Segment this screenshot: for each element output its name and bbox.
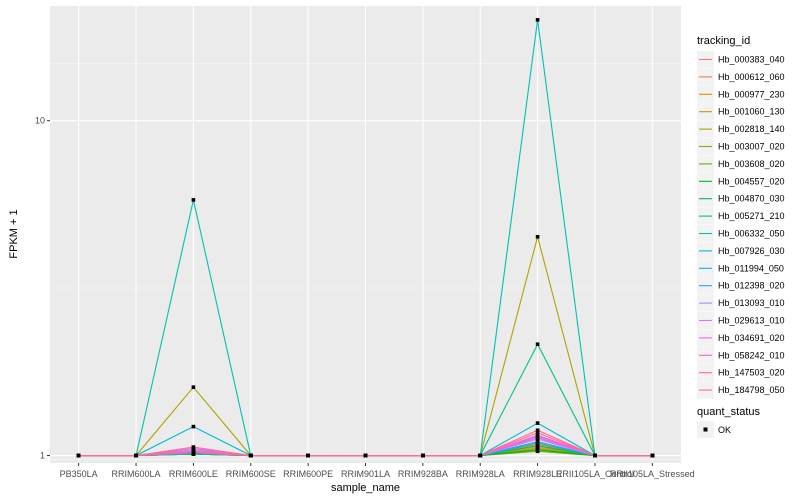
- grid-lines: [50, 6, 681, 463]
- legend-label: Hb_013093_010: [718, 298, 785, 308]
- y-tick-label: 1: [40, 451, 45, 461]
- legend-items: Hb_000383_040 Hb_000612_060 Hb_000977_230 H…: [697, 51, 785, 399]
- legend-label: Hb_011994_050: [718, 263, 784, 273]
- legend-label: Hb_006332_050: [718, 229, 785, 239]
- data-point: [191, 424, 196, 429]
- y-axis-title: FPKM + 1: [8, 209, 20, 258]
- legend-label: Hb_000612_060: [718, 72, 785, 82]
- x-axis-ticks: PB350LA RRIM600LA RRIM600LE RRIM600SE RRIM60…: [60, 463, 695, 479]
- legend-shape-marker: [703, 427, 708, 432]
- legend-shape-label: OK: [718, 425, 731, 435]
- x-tick-label: RRIM600SE: [226, 469, 276, 479]
- legend-label: Hb_000383_040: [718, 55, 785, 65]
- data-point: [306, 453, 310, 458]
- legend-label: Hb_007926_030: [718, 246, 785, 256]
- legend-label: Hb_001060_130: [718, 107, 785, 117]
- legend-label: Hb_003608_020: [718, 159, 785, 169]
- data-point: [363, 453, 368, 458]
- data-point: [191, 385, 196, 389]
- data-point: [650, 453, 655, 458]
- data-point: [535, 434, 540, 439]
- x-tick-label: RRII105LA_Control: [556, 469, 634, 479]
- legend-label: Hb_184798_050: [718, 385, 785, 395]
- legend-shape-title: quant_status: [697, 406, 760, 418]
- data-point: [191, 198, 196, 202]
- x-tick-label: RRIM928LE: [513, 469, 562, 479]
- data-point: [535, 439, 540, 444]
- data-point: [134, 453, 138, 458]
- data-point: [421, 453, 425, 458]
- x-tick-label: PB350LA: [60, 469, 98, 479]
- legend-label: Hb_147503_020: [718, 368, 785, 378]
- legend-label: Hb_004557_020: [718, 176, 785, 186]
- legend: tracking_id Hb_000383_040Hb_000612_060Hb…: [697, 35, 785, 438]
- data-point: [535, 421, 540, 425]
- legend-label: Hb_058242_010: [718, 350, 785, 360]
- x-tick-label: RRIM928BA: [398, 469, 448, 479]
- data-point: [535, 443, 540, 448]
- legend-label: Hb_029613_010: [718, 316, 785, 326]
- legend-label: Hb_003007_020: [718, 142, 785, 152]
- y-tick-label: 10: [35, 116, 45, 126]
- legend-label: Hb_005271_210: [718, 211, 785, 221]
- y-axis-ticks: 1 10: [35, 116, 50, 461]
- legend-title: tracking_id: [697, 35, 750, 47]
- legend-label: Hb_012398_020: [718, 281, 785, 291]
- data-point: [535, 430, 540, 435]
- data-point: [535, 18, 540, 22]
- x-tick-label: RRIM928LA: [456, 469, 505, 479]
- data-point: [191, 449, 196, 454]
- x-tick-label: RRIM600LA: [112, 469, 161, 479]
- x-tick-label: RRIM600LE: [169, 469, 218, 479]
- legend-label: Hb_002818_140: [718, 124, 785, 134]
- data-points: [76, 18, 655, 458]
- data-point: [535, 428, 540, 433]
- legend-label: Hb_034691_020: [718, 333, 785, 343]
- data-point: [535, 234, 540, 239]
- x-tick-label: RRII105LA_Stressed: [610, 469, 695, 479]
- data-point: [535, 342, 540, 347]
- legend-label: Hb_004870_030: [718, 194, 785, 204]
- x-tick-label: RRIM901LA: [341, 469, 390, 479]
- data-point: [191, 445, 196, 449]
- data-point: [478, 453, 483, 458]
- data-point: [76, 453, 81, 458]
- data-point: [535, 437, 540, 441]
- data-point: [535, 448, 540, 452]
- data-point: [248, 453, 253, 458]
- data-point: [593, 453, 597, 458]
- x-axis-title: sample_name: [331, 482, 400, 494]
- legend-label: Hb_000977_230: [718, 89, 785, 99]
- x-tick-label: RRIM600PE: [283, 469, 333, 479]
